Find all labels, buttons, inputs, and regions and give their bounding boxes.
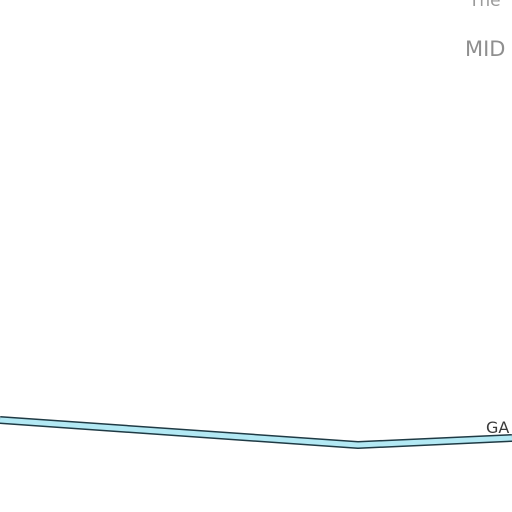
street-fill: [0, 417, 512, 448]
street-name-label: GA: [486, 418, 510, 437]
district-label: MID: [465, 37, 506, 61]
top-place-label: The: [469, 0, 501, 11]
street-line[interactable]: [0, 416, 512, 449]
